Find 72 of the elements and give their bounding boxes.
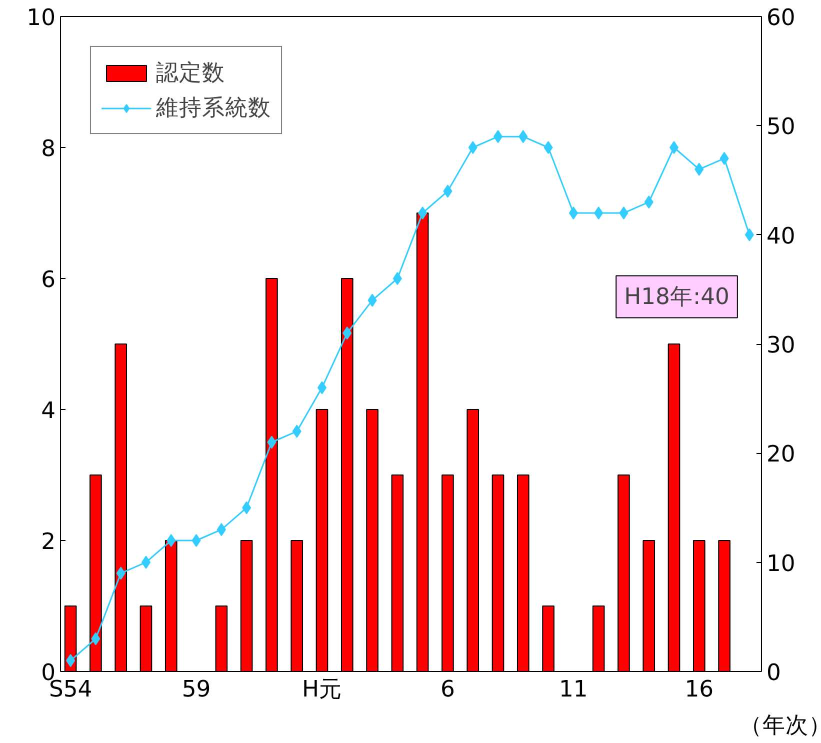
x-tick-label: H元 (302, 676, 342, 702)
point (544, 141, 553, 154)
bar (114, 344, 127, 672)
x-tick-label: 59 (182, 676, 211, 702)
point (644, 196, 654, 209)
bar (391, 474, 404, 672)
bar (316, 409, 328, 672)
bar (718, 540, 730, 672)
y-tick-label: 8 (41, 136, 56, 162)
point (744, 228, 754, 242)
y-tick-label: 10 (26, 5, 56, 31)
bar (466, 409, 480, 672)
point (166, 534, 176, 547)
point (216, 523, 226, 536)
annotation: H18年:40 (624, 284, 730, 310)
point (443, 184, 452, 198)
bar (164, 540, 178, 672)
y-tick-label: 6 (41, 267, 56, 293)
point (141, 556, 150, 569)
y2-tick-label: 40 (766, 223, 796, 250)
y2-tick-label: 60 (766, 5, 796, 31)
bar (140, 606, 152, 672)
bar (492, 474, 504, 672)
point (468, 141, 478, 154)
point (594, 206, 604, 220)
bar (668, 344, 680, 672)
bar (266, 278, 278, 672)
point (267, 436, 276, 449)
point (392, 272, 402, 285)
legend-label: 認定数 (156, 59, 225, 88)
point (518, 130, 528, 144)
x-tick-label: 16 (684, 676, 714, 702)
point (292, 424, 302, 438)
bar (340, 278, 354, 672)
point (91, 632, 100, 646)
y2-tick-label: 0 (766, 660, 781, 686)
x-axis-title: （年次） (740, 712, 821, 738)
bar (618, 474, 630, 672)
y-tick-label: 2 (41, 529, 56, 555)
y2-tick-label: 20 (766, 442, 796, 468)
bar (215, 606, 228, 672)
point (568, 206, 578, 220)
point (418, 206, 428, 220)
bar (290, 540, 304, 672)
point (368, 294, 377, 307)
point (493, 130, 502, 144)
bar (240, 540, 253, 672)
y-tick-label: 4 (41, 398, 56, 424)
point (342, 326, 352, 340)
bar (516, 474, 530, 672)
point (66, 654, 76, 668)
point (317, 381, 326, 394)
x-tick-label: 11 (559, 676, 588, 702)
bar (442, 474, 454, 672)
bar (90, 474, 102, 672)
bar (366, 409, 378, 672)
bar (642, 540, 656, 672)
bar (542, 606, 554, 672)
point (694, 162, 704, 176)
point (720, 152, 729, 165)
bar (592, 606, 605, 672)
bar (692, 540, 706, 672)
y2-tick-label: 50 (766, 114, 796, 140)
legend-label: 維持系統数 (156, 94, 271, 123)
x-tick-label: 6 (440, 676, 455, 702)
y2-tick-label: 30 (766, 332, 796, 358)
point (619, 206, 628, 220)
point (242, 501, 252, 514)
y2-tick-label: 10 (766, 550, 796, 577)
point (116, 566, 126, 580)
point (192, 534, 201, 547)
bar (416, 212, 429, 672)
